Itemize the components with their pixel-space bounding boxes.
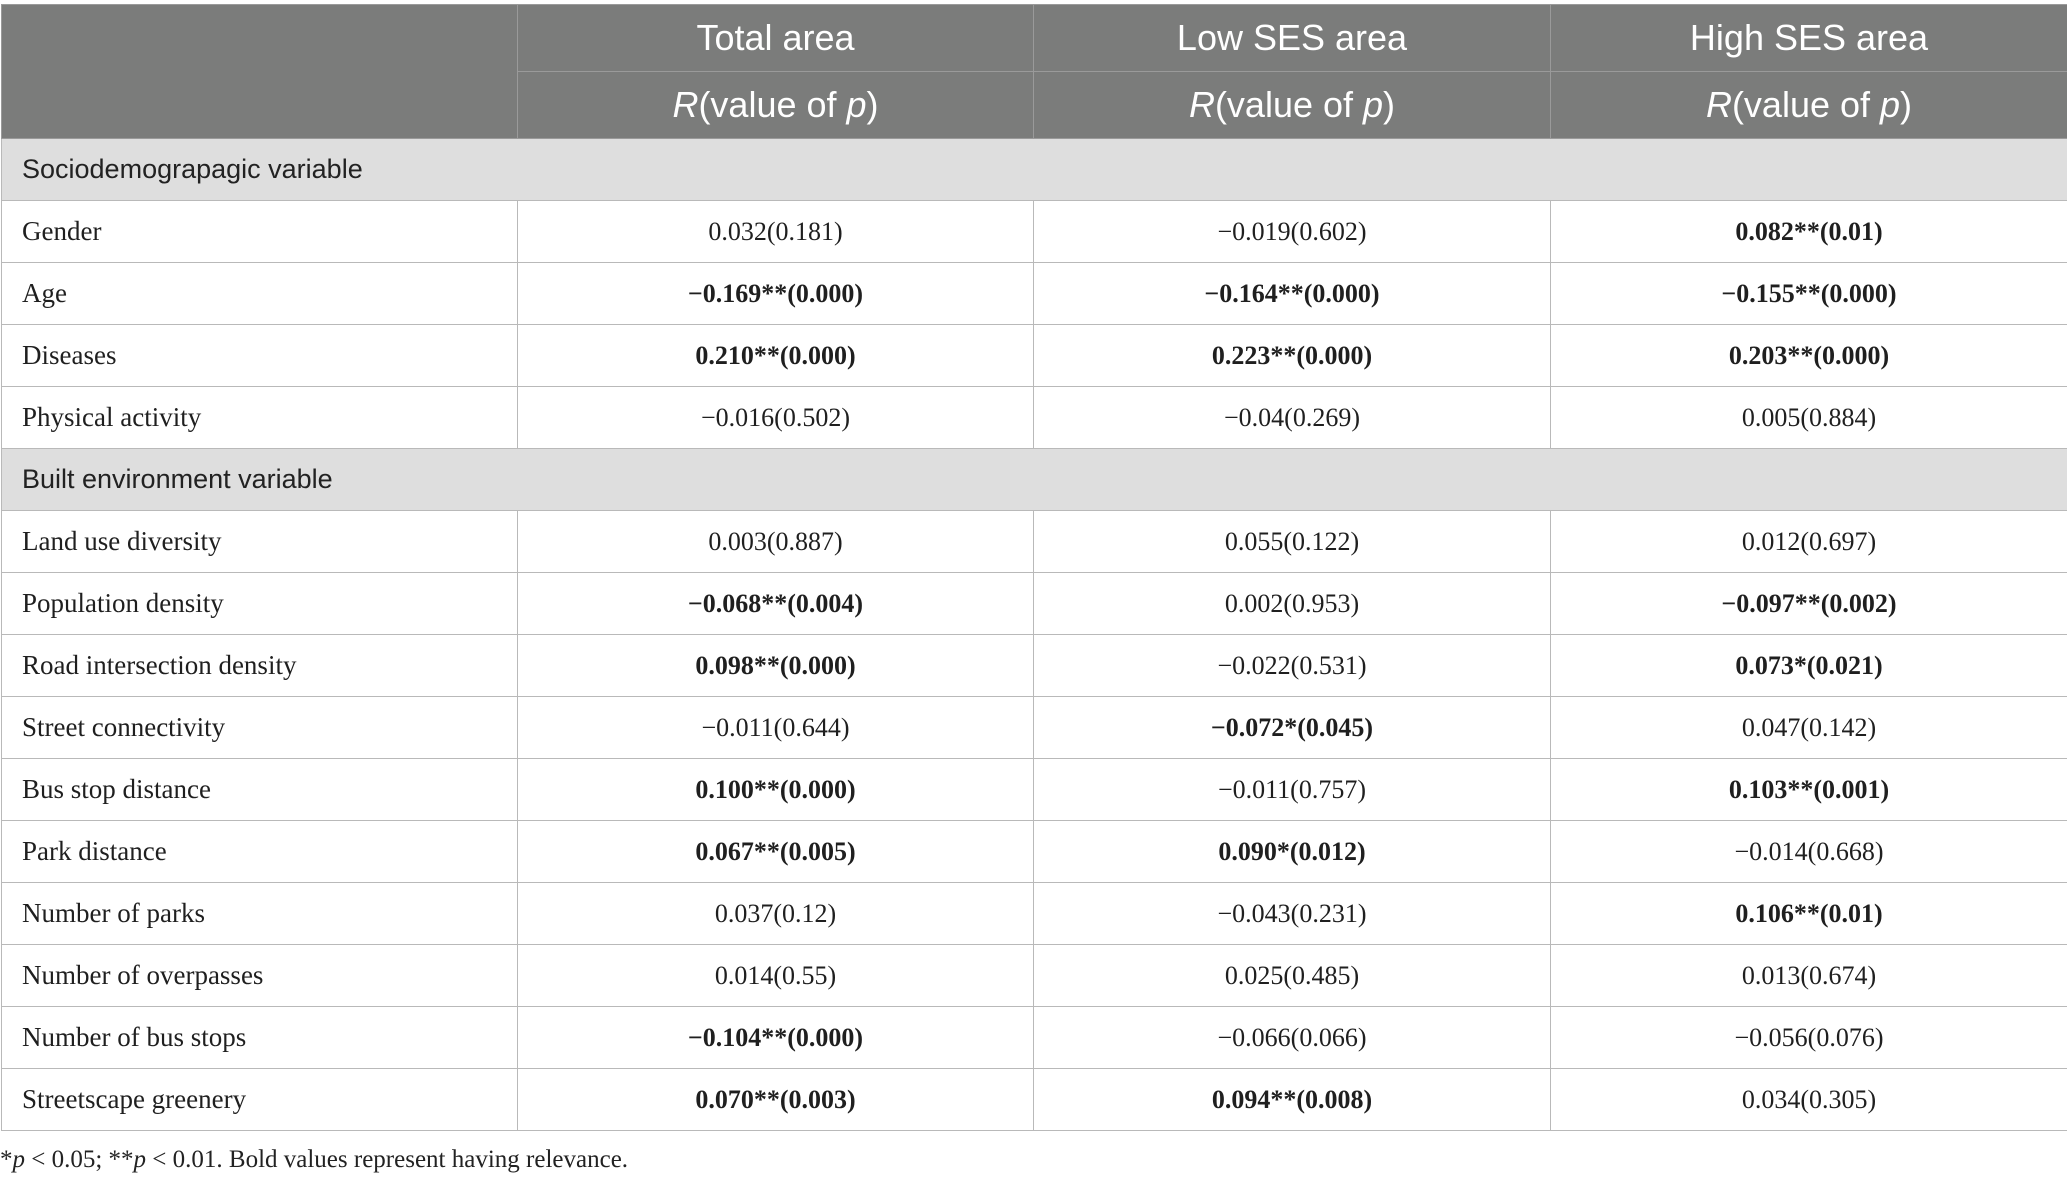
row-label: Land use diversity xyxy=(1,510,518,573)
value-cell: −0.066(0.066) xyxy=(1033,1006,1551,1069)
value-cell: 0.012(0.697) xyxy=(1550,510,2067,573)
column-header-total: Total area xyxy=(517,4,1034,72)
table-row: Street connectivity −0.011(0.644) −0.072*(… xyxy=(1,696,2067,759)
subheader-low-ses: R(value of p) xyxy=(1033,71,1551,139)
row-label: Street connectivity xyxy=(1,696,518,759)
row-label: Streetscape greenery xyxy=(1,1068,518,1131)
table-row: Population density −0.068**(0.004) 0.002(0… xyxy=(1,572,2067,635)
value-cell: 0.034(0.305) xyxy=(1550,1068,2067,1131)
value-cell: 0.098**(0.000) xyxy=(517,634,1034,697)
row-label: Road intersection density xyxy=(1,634,518,697)
value-cell: −0.014(0.668) xyxy=(1550,820,2067,883)
value-cell: −0.011(0.644) xyxy=(517,696,1034,759)
header-blank-cell xyxy=(1,4,518,139)
row-label: Number of parks xyxy=(1,882,518,945)
subheader-row: R(value of p) R(value of p) R(value of p… xyxy=(2,71,2067,139)
value-cell: 0.223**(0.000) xyxy=(1033,324,1551,387)
table-row: Gender 0.032(0.181) −0.019(0.602) 0.082**(0… xyxy=(1,200,2067,263)
value-cell: 0.025(0.485) xyxy=(1033,944,1551,1007)
table-row: Number of parks 0.037(0.12) −0.043(0.231) 0… xyxy=(1,882,2067,945)
value-cell: 0.003(0.887) xyxy=(517,510,1034,573)
value-cell: 0.210**(0.000) xyxy=(517,324,1034,387)
value-cell: 0.005(0.884) xyxy=(1550,386,2067,449)
value-cell: 0.094**(0.008) xyxy=(1033,1068,1551,1131)
table-body: Sociodemograpagic variable Gender 0.032(0.… xyxy=(1,138,2067,1131)
value-cell: −0.056(0.076) xyxy=(1550,1006,2067,1069)
header-row: Total area Low SES area High SES area xyxy=(1,4,2067,139)
section-header-row: Sociodemograpagic variable xyxy=(1,138,2067,201)
section-title: Built environment variable xyxy=(1,448,2067,511)
table-footnote: *p < 0.05; **p < 0.01. Bold values repre… xyxy=(0,1146,629,1173)
row-label: Gender xyxy=(1,200,518,263)
value-cell: −0.097**(0.002) xyxy=(1550,572,2067,635)
section-header-row: Built environment variable xyxy=(1,448,2067,511)
section-title: Sociodemograpagic variable xyxy=(1,138,2067,201)
value-cell: 0.055(0.122) xyxy=(1033,510,1551,573)
value-cell: 0.014(0.55) xyxy=(517,944,1034,1007)
value-cell: −0.169**(0.000) xyxy=(517,262,1034,325)
value-cell: 0.106**(0.01) xyxy=(1550,882,2067,945)
table-container: Total area Low SES area High SES area R(… xyxy=(0,4,2067,1131)
table-row: Streetscape greenery 0.070**(0.003) 0.094*… xyxy=(1,1068,2067,1131)
row-label: Bus stop distance xyxy=(1,758,518,821)
table-row: Bus stop distance 0.100**(0.000) −0.011(0.… xyxy=(1,758,2067,821)
value-cell: −0.164**(0.000) xyxy=(1033,262,1551,325)
value-cell: 0.073*(0.021) xyxy=(1550,634,2067,697)
column-header-low-ses: Low SES area xyxy=(1033,4,1551,72)
row-label: Number of bus stops xyxy=(1,1006,518,1069)
table-row: Age −0.169**(0.000) −0.164**(0.000) −0.155*… xyxy=(1,262,2067,325)
value-cell: 0.013(0.674) xyxy=(1550,944,2067,1007)
table-row: Road intersection density 0.098**(0.000) −… xyxy=(1,634,2067,697)
subheader-total: R(value of p) xyxy=(517,71,1034,139)
value-cell: 0.090*(0.012) xyxy=(1033,820,1551,883)
row-label: Age xyxy=(1,262,518,325)
value-cell: −0.068**(0.004) xyxy=(517,572,1034,635)
value-cell: 0.082**(0.01) xyxy=(1550,200,2067,263)
table-row: Physical activity −0.016(0.502) −0.04(0.26… xyxy=(1,386,2067,449)
table-row: Diseases 0.210**(0.000) 0.223**(0.000) 0.20… xyxy=(1,324,2067,387)
table-row: Park distance 0.067**(0.005) 0.090*(0.012)… xyxy=(1,820,2067,883)
column-header-high-ses: High SES area xyxy=(1550,4,2067,72)
value-cell: −0.022(0.531) xyxy=(1033,634,1551,697)
value-cell: −0.016(0.502) xyxy=(517,386,1034,449)
row-label: Diseases xyxy=(1,324,518,387)
value-cell: −0.155**(0.000) xyxy=(1550,262,2067,325)
value-cell: 0.067**(0.005) xyxy=(517,820,1034,883)
row-label: Number of overpasses xyxy=(1,944,518,1007)
value-cell: −0.072*(0.045) xyxy=(1033,696,1551,759)
value-cell: 0.203**(0.000) xyxy=(1550,324,2067,387)
table-row: Number of bus stops −0.104**(0.000) −0.066… xyxy=(1,1006,2067,1069)
correlation-table: Total area Low SES area High SES area R(… xyxy=(1,4,2067,1131)
value-cell: 0.032(0.181) xyxy=(517,200,1034,263)
table-row: Land use diversity 0.003(0.887) 0.055(0.12… xyxy=(1,510,2067,573)
row-label: Park distance xyxy=(1,820,518,883)
value-cell: 0.002(0.953) xyxy=(1033,572,1551,635)
value-cell: −0.019(0.602) xyxy=(1033,200,1551,263)
row-label: Physical activity xyxy=(1,386,518,449)
value-cell: −0.04(0.269) xyxy=(1033,386,1551,449)
value-cell: −0.104**(0.000) xyxy=(517,1006,1034,1069)
value-cell: −0.011(0.757) xyxy=(1033,758,1551,821)
table-row: Number of overpasses 0.014(0.55) 0.025(0.4… xyxy=(1,944,2067,1007)
value-cell: −0.043(0.231) xyxy=(1033,882,1551,945)
value-cell: 0.047(0.142) xyxy=(1550,696,2067,759)
row-label: Population density xyxy=(1,572,518,635)
value-cell: 0.070**(0.003) xyxy=(517,1068,1034,1131)
value-cell: 0.037(0.12) xyxy=(517,882,1034,945)
value-cell: 0.100**(0.000) xyxy=(517,758,1034,821)
value-cell: 0.103**(0.001) xyxy=(1550,758,2067,821)
subheader-high-ses: R(value of p) xyxy=(1550,71,2067,139)
